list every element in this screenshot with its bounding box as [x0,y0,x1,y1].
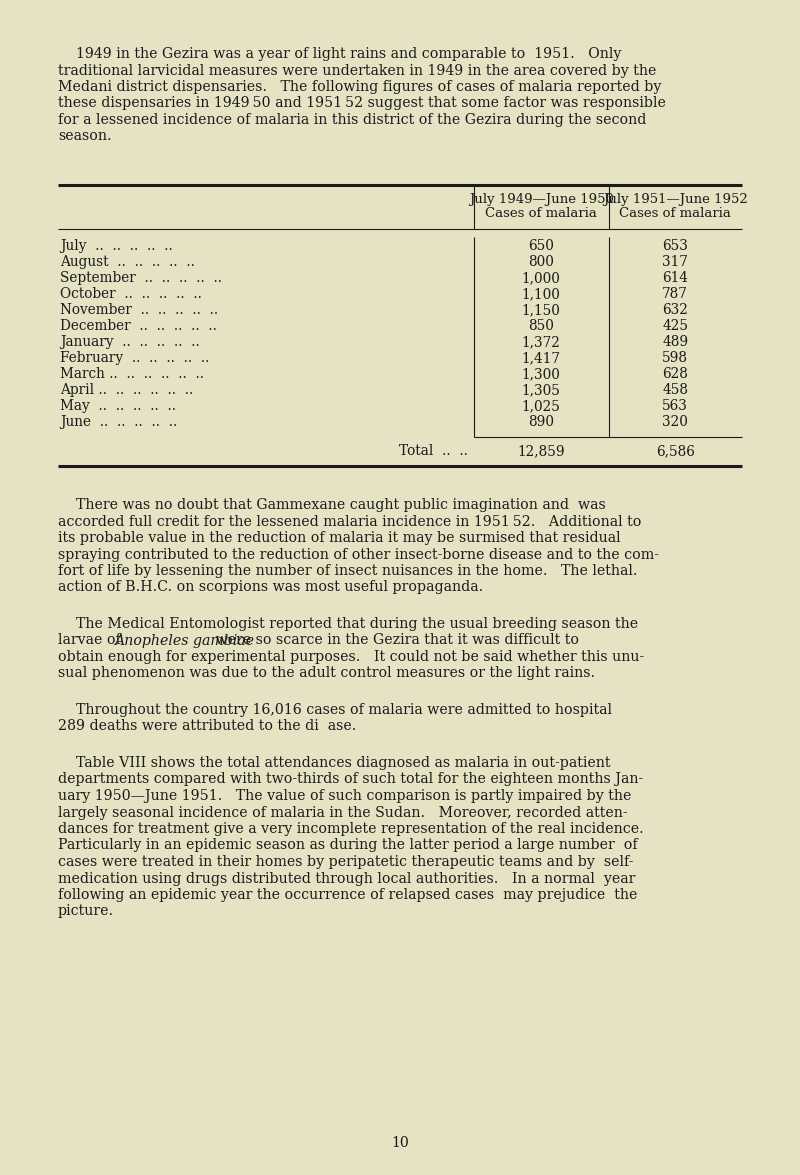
Text: 653: 653 [662,239,688,253]
Text: dances for treatment give a very incomplete representation of the real incidence: dances for treatment give a very incompl… [58,822,644,835]
Text: 1,150: 1,150 [522,303,561,317]
Text: these dispensaries in 1949 50 and 1951 52 suggest that some factor was responsib: these dispensaries in 1949 50 and 1951 5… [58,96,666,110]
Text: 1949 in the Gezira was a year of light rains and comparable to  1951.   Only: 1949 in the Gezira was a year of light r… [58,47,622,61]
Text: 598: 598 [662,351,688,365]
Text: Anopheles gambiae: Anopheles gambiae [114,633,254,647]
Text: 628: 628 [662,367,688,381]
Text: January  ..  ..  ..  ..  ..: January .. .. .. .. .. [60,335,200,349]
Text: uary 1950—June 1951.   The value of such comparison is partly impaired by the: uary 1950—June 1951. The value of such c… [58,788,631,803]
Text: medication using drugs distributed through local authorities.   In a normal  yea: medication using drugs distributed throu… [58,872,635,886]
Text: spraying contributed to the reduction of other insect-borne disease and to the c: spraying contributed to the reduction of… [58,548,659,562]
Text: 10: 10 [391,1136,409,1150]
Text: 1,417: 1,417 [522,351,561,365]
Text: were so scarce in the Gezira that it was difficult to: were so scarce in the Gezira that it was… [210,633,578,647]
Text: 787: 787 [662,287,688,301]
Text: April ..  ..  ..  ..  ..  ..: April .. .. .. .. .. .. [60,383,194,397]
Text: Table VIII shows the total attendances diagnosed as malaria in out-patient: Table VIII shows the total attendances d… [58,756,610,770]
Text: 320: 320 [662,415,688,429]
Text: 489: 489 [662,335,688,349]
Text: May  ..  ..  ..  ..  ..: May .. .. .. .. .. [60,400,176,412]
Text: November  ..  ..  ..  ..  ..: November .. .. .. .. .. [60,303,218,317]
Text: 1,300: 1,300 [522,367,561,381]
Text: February  ..  ..  ..  ..  ..: February .. .. .. .. .. [60,351,210,365]
Text: 6,586: 6,586 [656,444,694,458]
Text: There was no doubt that Gammexane caught public imagination and  was: There was no doubt that Gammexane caught… [58,498,606,512]
Text: season.: season. [58,129,112,143]
Text: 850: 850 [528,318,554,333]
Text: 12,859: 12,859 [518,444,565,458]
Text: 614: 614 [662,271,688,286]
Text: June  ..  ..  ..  ..  ..: June .. .. .. .. .. [60,415,178,429]
Text: Medani district dispensaries.   The following figures of cases of malaria report: Medani district dispensaries. The follow… [58,80,662,94]
Text: 1,000: 1,000 [522,271,561,286]
Text: 1,100: 1,100 [522,287,561,301]
Text: July 1949—June 1950: July 1949—June 1950 [469,193,614,206]
Text: December  ..  ..  ..  ..  ..: December .. .. .. .. .. [60,318,217,333]
Text: July  ..  ..  ..  ..  ..: July .. .. .. .. .. [60,239,173,253]
Text: The Medical Entomologist reported that during the usual breeding season the: The Medical Entomologist reported that d… [58,617,638,631]
Text: 1,025: 1,025 [522,400,561,412]
Text: 650: 650 [528,239,554,253]
Text: cases were treated in their homes by peripatetic therapeutic teams and by  self-: cases were treated in their homes by per… [58,855,634,870]
Text: fort of life by lessening the number of insect nuisances in the home.   The leth: fort of life by lessening the number of … [58,564,638,578]
Text: March ..  ..  ..  ..  ..  ..: March .. .. .. .. .. .. [60,367,204,381]
Text: 289 deaths were attributed to the di  ase.: 289 deaths were attributed to the di ase… [58,719,356,733]
Text: its probable value in the reduction of malaria it may be surmised that residual: its probable value in the reduction of m… [58,531,621,545]
Text: obtain enough for experimental purposes.   It could not be said whether this unu: obtain enough for experimental purposes.… [58,650,644,664]
Text: Cases of malaria: Cases of malaria [619,207,731,220]
Text: 800: 800 [528,255,554,269]
Text: sual phenomenon was due to the adult control measures or the light rains.: sual phenomenon was due to the adult con… [58,666,595,680]
Text: 563: 563 [662,400,688,412]
Text: August  ..  ..  ..  ..  ..: August .. .. .. .. .. [60,255,195,269]
Text: October  ..  ..  ..  ..  ..: October .. .. .. .. .. [60,287,202,301]
Text: Particularly in an epidemic season as during the latter period a large number  o: Particularly in an epidemic season as du… [58,839,638,853]
Text: largely seasonal incidence of malaria in the Sudan.   Moreover, recorded atten-: largely seasonal incidence of malaria in… [58,806,628,819]
Text: accorded full credit for the lessened malaria incidence in 1951 52.   Additional: accorded full credit for the lessened ma… [58,515,642,529]
Text: 1,372: 1,372 [522,335,561,349]
Text: 890: 890 [528,415,554,429]
Text: 317: 317 [662,255,688,269]
Text: September  ..  ..  ..  ..  ..: September .. .. .. .. .. [60,271,222,286]
Text: Throughout the country 16,016 cases of malaria were admitted to hospital: Throughout the country 16,016 cases of m… [58,703,612,717]
Text: larvae of: larvae of [58,633,126,647]
Text: following an epidemic year the occurrence of relapsed cases  may prejudice  the: following an epidemic year the occurrenc… [58,888,638,902]
Text: 425: 425 [662,318,688,333]
Text: Total  ..  ..: Total .. .. [399,444,468,458]
Text: traditional larvicidal measures were undertaken in 1949 in the area covered by t: traditional larvicidal measures were und… [58,63,656,78]
Text: 632: 632 [662,303,688,317]
Text: departments compared with two-thirds of such total for the eighteen months Jan-: departments compared with two-thirds of … [58,772,643,786]
Text: 458: 458 [662,383,688,397]
Text: Cases of malaria: Cases of malaria [486,207,597,220]
Text: for a lessened incidence of malaria in this district of the Gezira during the se: for a lessened incidence of malaria in t… [58,113,646,127]
Text: action of B.H.C. on scorpions was most useful propaganda.: action of B.H.C. on scorpions was most u… [58,580,483,595]
Text: picture.: picture. [58,905,114,919]
Text: 1,305: 1,305 [522,383,561,397]
Text: July 1951—June 1952: July 1951—June 1952 [603,193,748,206]
